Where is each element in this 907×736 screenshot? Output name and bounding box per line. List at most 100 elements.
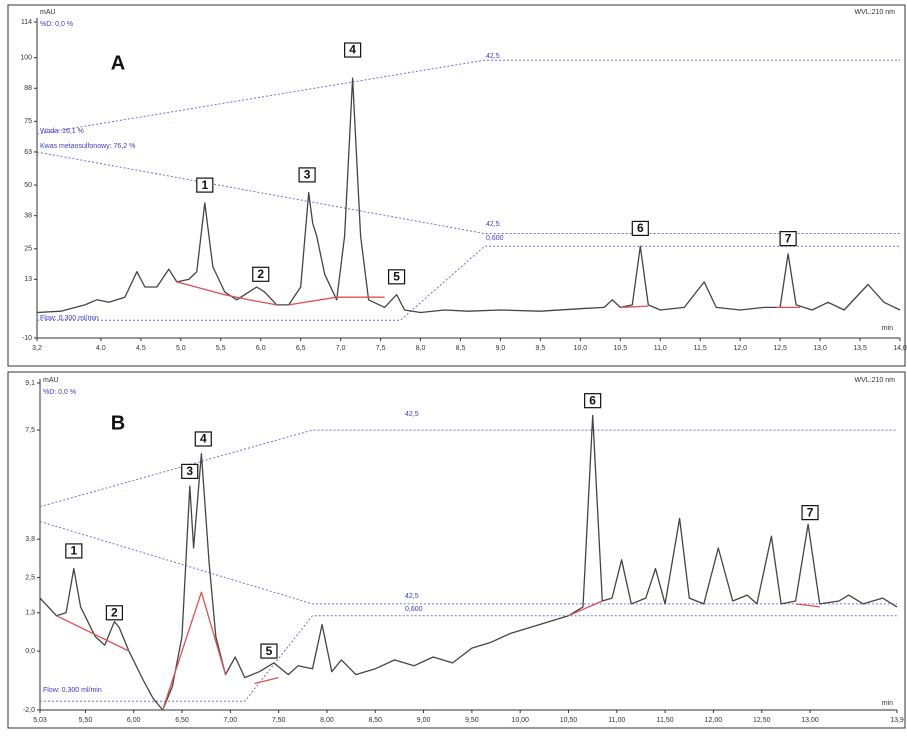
- annotation: mAU: [40, 9, 56, 16]
- peak-label-box: [194, 431, 212, 447]
- x-tick-label: 7,00: [224, 717, 238, 724]
- x-tick-label: 7,5: [376, 345, 386, 352]
- annotation: Flow: 0,300 ml/min: [40, 315, 99, 322]
- x-tick-label: 13,00: [801, 717, 819, 724]
- annotation: 0,600: [486, 235, 504, 242]
- x-tick-label: 13,9: [890, 717, 904, 724]
- peak-label: 7: [785, 231, 792, 245]
- peak-label: 5: [266, 644, 273, 658]
- y-tick-label: 1,3: [25, 610, 35, 617]
- y-tick-label: 50: [24, 182, 32, 189]
- x-tick-label: 8,0: [416, 345, 426, 352]
- x-tick-label: 12,5: [773, 345, 787, 352]
- peak-label: 1: [201, 178, 208, 192]
- x-tick-label: 10,0: [574, 345, 588, 352]
- annotation: Kwas metaosulfonowy: 76,2 %: [40, 143, 135, 150]
- annotation: 42,5: [405, 411, 419, 418]
- gradient-line: [39, 429, 897, 508]
- peak-label-box: [298, 167, 316, 183]
- x-tick-label: 7,0: [336, 345, 346, 352]
- y-tick-label: 7,5: [25, 427, 35, 434]
- y-tick-label: -2,0: [23, 707, 35, 714]
- x-tick-label: 6,50: [175, 717, 189, 724]
- peak-label: 3: [186, 464, 193, 478]
- x-tick-label: 9,50: [465, 717, 479, 724]
- x-tick-label: 11,00: [608, 717, 625, 724]
- x-tick-label: 13,0: [813, 345, 827, 352]
- peak-label-box: [387, 269, 406, 285]
- peak-label: 6: [637, 221, 644, 235]
- annotation: 42,5: [486, 221, 500, 228]
- peak-label: 2: [111, 605, 118, 619]
- x-tick-label: 5,50: [79, 717, 93, 724]
- gradient-line: [37, 245, 900, 321]
- peak-label: 5: [393, 270, 400, 284]
- annotation: Flow: 0,300 ml/min: [43, 687, 102, 694]
- y-tick-label: 25: [24, 246, 32, 253]
- annotation: mAU: [43, 377, 59, 384]
- peak-label-box: [252, 266, 270, 282]
- annotation: %D: 0,0 %: [43, 389, 76, 396]
- x-tick-label: 11,5: [694, 345, 707, 352]
- trace-line: [36, 77, 901, 314]
- peak-label-box: [181, 463, 199, 479]
- annotation: min: [882, 325, 893, 332]
- x-tick-label: 9,5: [536, 345, 546, 352]
- y-tick-label: 63: [24, 149, 32, 156]
- x-tick-label: 4,5: [136, 345, 146, 352]
- x-tick-label: 8,5: [456, 345, 466, 352]
- peak-label-box: [105, 605, 123, 621]
- x-tick-label: 3,2: [32, 345, 42, 352]
- y-tick-label: 75: [24, 118, 32, 125]
- panel-frame: [7, 371, 906, 729]
- x-tick-label: 13,5: [853, 345, 867, 352]
- x-tick-label: 5,03: [33, 717, 47, 724]
- peak-label-box: [344, 42, 362, 58]
- x-tick-label: 10,00: [511, 717, 529, 724]
- annotation: WVL:210 nm: [855, 9, 896, 16]
- peak-label: 6: [589, 393, 596, 407]
- y-tick-label: -10: [22, 335, 32, 342]
- peak-label-box: [260, 643, 278, 659]
- annotation: %D: 0,0 %: [40, 21, 73, 28]
- peak-label-box: [801, 505, 819, 521]
- x-tick-label: 12,0: [733, 345, 747, 352]
- gradient-line: [36, 59, 900, 135]
- y-tick-label: 114: [21, 19, 32, 26]
- y-tick-label: 88: [24, 85, 32, 92]
- x-tick-label: 10,50: [560, 717, 578, 724]
- x-tick-label: 4,0: [96, 345, 106, 352]
- panel-frame: [7, 4, 906, 367]
- x-tick-label: 8,50: [368, 717, 382, 724]
- peak-label-box: [584, 393, 602, 409]
- peak-label: 7: [807, 505, 814, 519]
- peak-label-box: [65, 543, 83, 559]
- annotation: 42,5: [486, 53, 500, 60]
- trace-line: [39, 414, 898, 711]
- x-tick-label: 6,0: [256, 345, 266, 352]
- y-tick-label: 3,8: [25, 536, 35, 543]
- y-tick-label: 9,1: [25, 380, 35, 387]
- x-tick-label: 5,5: [216, 345, 226, 352]
- peak-label: 1: [70, 544, 77, 558]
- y-tick-label: 38: [24, 213, 32, 220]
- peak-label-box: [196, 177, 214, 193]
- x-tick-label: 12,00: [705, 717, 723, 724]
- y-tick-label: 100: [20, 55, 32, 62]
- annotation: 0,600: [405, 606, 423, 613]
- x-tick-label: 6,5: [296, 345, 306, 352]
- y-tick-label: 0,0: [25, 648, 35, 655]
- x-tick-label: 7,50: [272, 717, 286, 724]
- annotation: min: [882, 700, 893, 707]
- y-tick-label: 2,5: [25, 574, 35, 581]
- y-tick-label: 13: [24, 276, 32, 283]
- peak-label-box: [631, 220, 649, 237]
- x-tick-label: 6,00: [127, 717, 141, 724]
- x-tick-label: 14,0: [893, 345, 907, 352]
- peak-label: 2: [257, 267, 264, 281]
- trace-line: [176, 281, 801, 309]
- trace-line: [56, 591, 820, 711]
- peak-label: 4: [349, 43, 356, 57]
